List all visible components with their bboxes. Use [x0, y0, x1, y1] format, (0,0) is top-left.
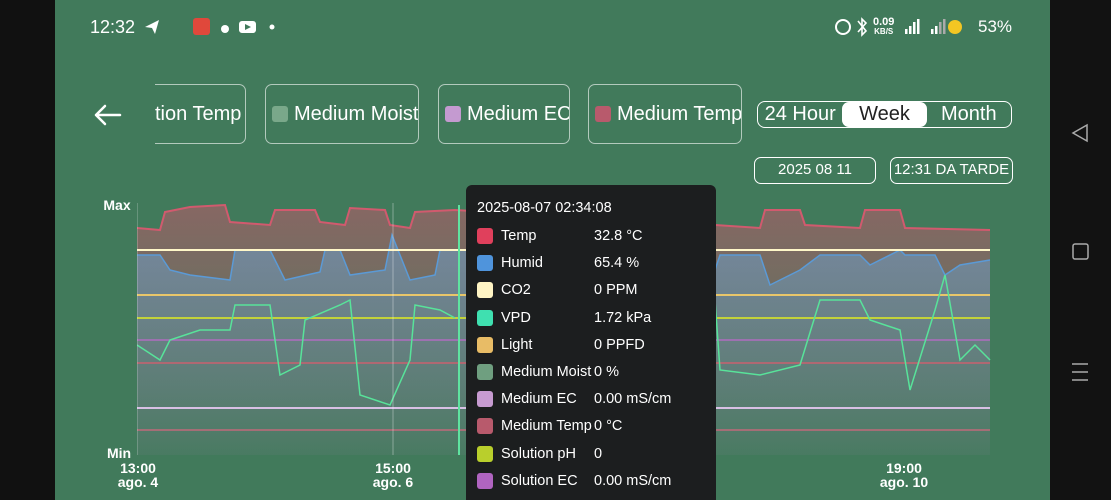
x-axis-label: 15:00 ago. 6 — [363, 461, 423, 489]
nav-back[interactable] — [1071, 123, 1088, 143]
tooltip-swatch — [477, 391, 493, 408]
tooltip-name: Medium Temp — [501, 418, 592, 435]
tooltip-row: Solution EC 0.00 mS/cm — [477, 471, 671, 491]
tooltip-value: 0 PPFD — [594, 336, 645, 353]
nav-home[interactable] — [1072, 243, 1089, 260]
tooltip-name: Medium EC — [501, 391, 577, 408]
filter-label: Medium Moist — [294, 102, 419, 125]
signal-icons — [905, 19, 962, 34]
tooltip-swatch — [477, 418, 493, 435]
tooltip-swatch — [477, 309, 493, 326]
battery: 53% — [978, 17, 1013, 36]
tooltip-swatch — [477, 228, 493, 244]
x-date: ago. 4 — [117, 474, 159, 490]
tooltip-swatch — [477, 282, 493, 299]
tooltip-row: Light 0 PPFD — [477, 335, 645, 355]
range-toggle: 24 Hour Week Month — [757, 101, 1012, 128]
x-time: 15:00 — [375, 460, 411, 476]
net-speed-value: 0.09 — [873, 16, 895, 28]
x-axis-label: 13:00 ago. 4 — [108, 461, 168, 489]
filter-chip[interactable]: tion Temp — [155, 84, 246, 144]
tooltip-name: Humid — [501, 255, 543, 272]
date-button[interactable]: 2025 08 11 — [754, 157, 876, 184]
filter-label: tion Temp — [155, 102, 242, 125]
tooltip-swatch — [477, 364, 493, 380]
tooltip-value: 0 PPM — [594, 282, 638, 299]
tooltip-swatch — [477, 255, 493, 272]
filter-chip[interactable]: Medium Moist — [265, 84, 419, 144]
tooltip-value: 0.00 mS/cm — [594, 472, 672, 489]
y-axis-label: Max — [103, 197, 131, 213]
nav-menu[interactable] — [1072, 363, 1088, 381]
range-option[interactable]: Week — [842, 102, 927, 127]
tooltip-value: 0 % — [594, 364, 619, 380]
status-time: 12:32 — [90, 17, 136, 37]
tooltip-value: 32.8 °C — [594, 228, 643, 244]
tooltip-name: Solution EC — [501, 472, 578, 489]
tooltip-row: Temp 32.8 °C — [477, 226, 643, 246]
tooltip-value: 1.72 kPa — [594, 309, 652, 326]
tooltip-name: Temp — [501, 228, 537, 244]
net-speed: 0.09 KB/S — [873, 17, 894, 37]
time-button[interactable]: 12:31 DA TARDE — [890, 157, 1013, 184]
tooltip-name: VPD — [501, 309, 531, 326]
tooltip-value: 0 °C — [594, 418, 623, 435]
filter-label: Medium Temp — [617, 102, 742, 125]
x-date: ago. 6 — [372, 474, 414, 490]
tooltip-row: CO2 0 PPM — [477, 280, 638, 300]
filter-chip[interactable]: Medium EC — [438, 84, 570, 144]
tooltip-name: Solution pH — [501, 445, 576, 462]
tooltip-row: VPD 1.72 kPa — [477, 308, 651, 328]
tooltip-value: 0.00 mS/cm — [594, 391, 672, 408]
x-axis-label: 19:00 ago. 10 — [874, 461, 934, 489]
nav-bar — [1050, 0, 1111, 500]
tooltip-row: Solution pH 0 — [477, 444, 602, 464]
tooltip: 2025-08-07 02:34:08 Temp 32.8 °C Humid 65.4… — [466, 185, 716, 500]
net-speed-unit: KB/S — [874, 27, 894, 36]
alarm-bt-icons — [835, 17, 868, 37]
x-time: 19:00 — [886, 460, 922, 476]
status-icons — [145, 18, 275, 35]
x-date: ago. 10 — [879, 474, 929, 490]
tooltip-name: Medium Moist — [501, 364, 592, 380]
back-button[interactable] — [93, 102, 123, 128]
tooltip-timestamp: 2025-08-07 02:34:08 — [477, 200, 612, 216]
filter-label: Medium EC — [467, 102, 570, 125]
tooltip-row: Humid 65.4 % — [477, 253, 639, 273]
range-option[interactable]: Month — [941, 103, 997, 125]
tooltip-swatch — [477, 445, 493, 462]
tooltip-row: Medium EC 0.00 mS/cm — [477, 389, 671, 409]
tooltip-row: Medium Moist 0 % — [477, 362, 619, 382]
tooltip-swatch — [477, 336, 493, 353]
tooltip-swatch — [477, 472, 493, 489]
tooltip-row: Medium Temp 0 °C — [477, 416, 622, 436]
tooltip-name: CO2 — [501, 282, 531, 299]
tooltip-value: 0 — [594, 445, 603, 462]
filter-chip[interactable]: Medium Temp — [588, 84, 742, 144]
range-option[interactable]: 24 Hour — [764, 103, 836, 125]
tooltip-value: 65.4 % — [594, 255, 640, 272]
app-screen: 12:32 0.09 KB/S 53% tion Temp Medium Moi… — [55, 0, 1050, 500]
x-time: 13:00 — [120, 460, 156, 476]
y-axis-label: Min — [106, 445, 132, 461]
tooltip-name: Light — [501, 336, 533, 353]
